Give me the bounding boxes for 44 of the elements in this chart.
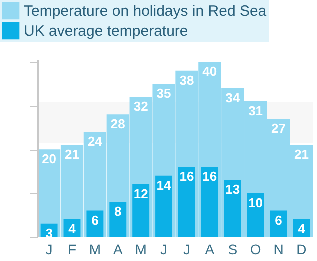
x-tick-label: J [46,242,53,258]
data-label: 16 [202,169,218,184]
bar [178,167,196,237]
legend-label: Temperature on holidays in Red Sea [24,3,268,20]
x-tick-label: S [228,242,238,258]
data-label: 4 [68,222,77,237]
data-label: 35 [156,86,172,102]
x-tick-label: M [89,242,102,258]
data-label: 38 [180,72,194,88]
data-label: 10 [248,195,264,210]
bar [201,167,218,237]
data-label: 4 [298,222,306,237]
data-label: 21 [65,147,80,162]
data-label: 21 [294,147,309,162]
x-tick-label: J [160,242,168,258]
x-tick-label: A [205,242,216,258]
data-label: 28 [110,116,126,132]
data-label: 20 [42,152,57,167]
data-label: 6 [275,212,282,228]
data-label: 31 [248,104,264,119]
data-label: 40 [202,64,218,80]
bar [132,184,150,237]
data-label: 12 [134,186,148,202]
x-tick-label: O [250,242,262,258]
x-tick-label: A [113,242,124,258]
data-label: 8 [114,204,122,220]
data-label: 14 [156,178,172,193]
data-label: 27 [272,121,286,136]
bar [156,176,173,237]
bar [247,193,264,237]
x-tick-label: N [274,242,284,258]
data-label: 32 [134,99,148,114]
x-tick-label: D [296,242,307,258]
x-tick-label: J [183,242,190,258]
data-label: 16 [180,169,194,184]
bar [224,180,242,237]
x-tick-label: M [135,242,147,258]
data-label: 6 [92,212,99,228]
data-label: 24 [88,134,104,150]
data-label: 34 [226,90,241,106]
bar [110,202,127,237]
legend-label: UK average temperature [24,23,188,40]
x-tick-label: F [68,242,77,258]
data-label: 13 [226,182,240,198]
